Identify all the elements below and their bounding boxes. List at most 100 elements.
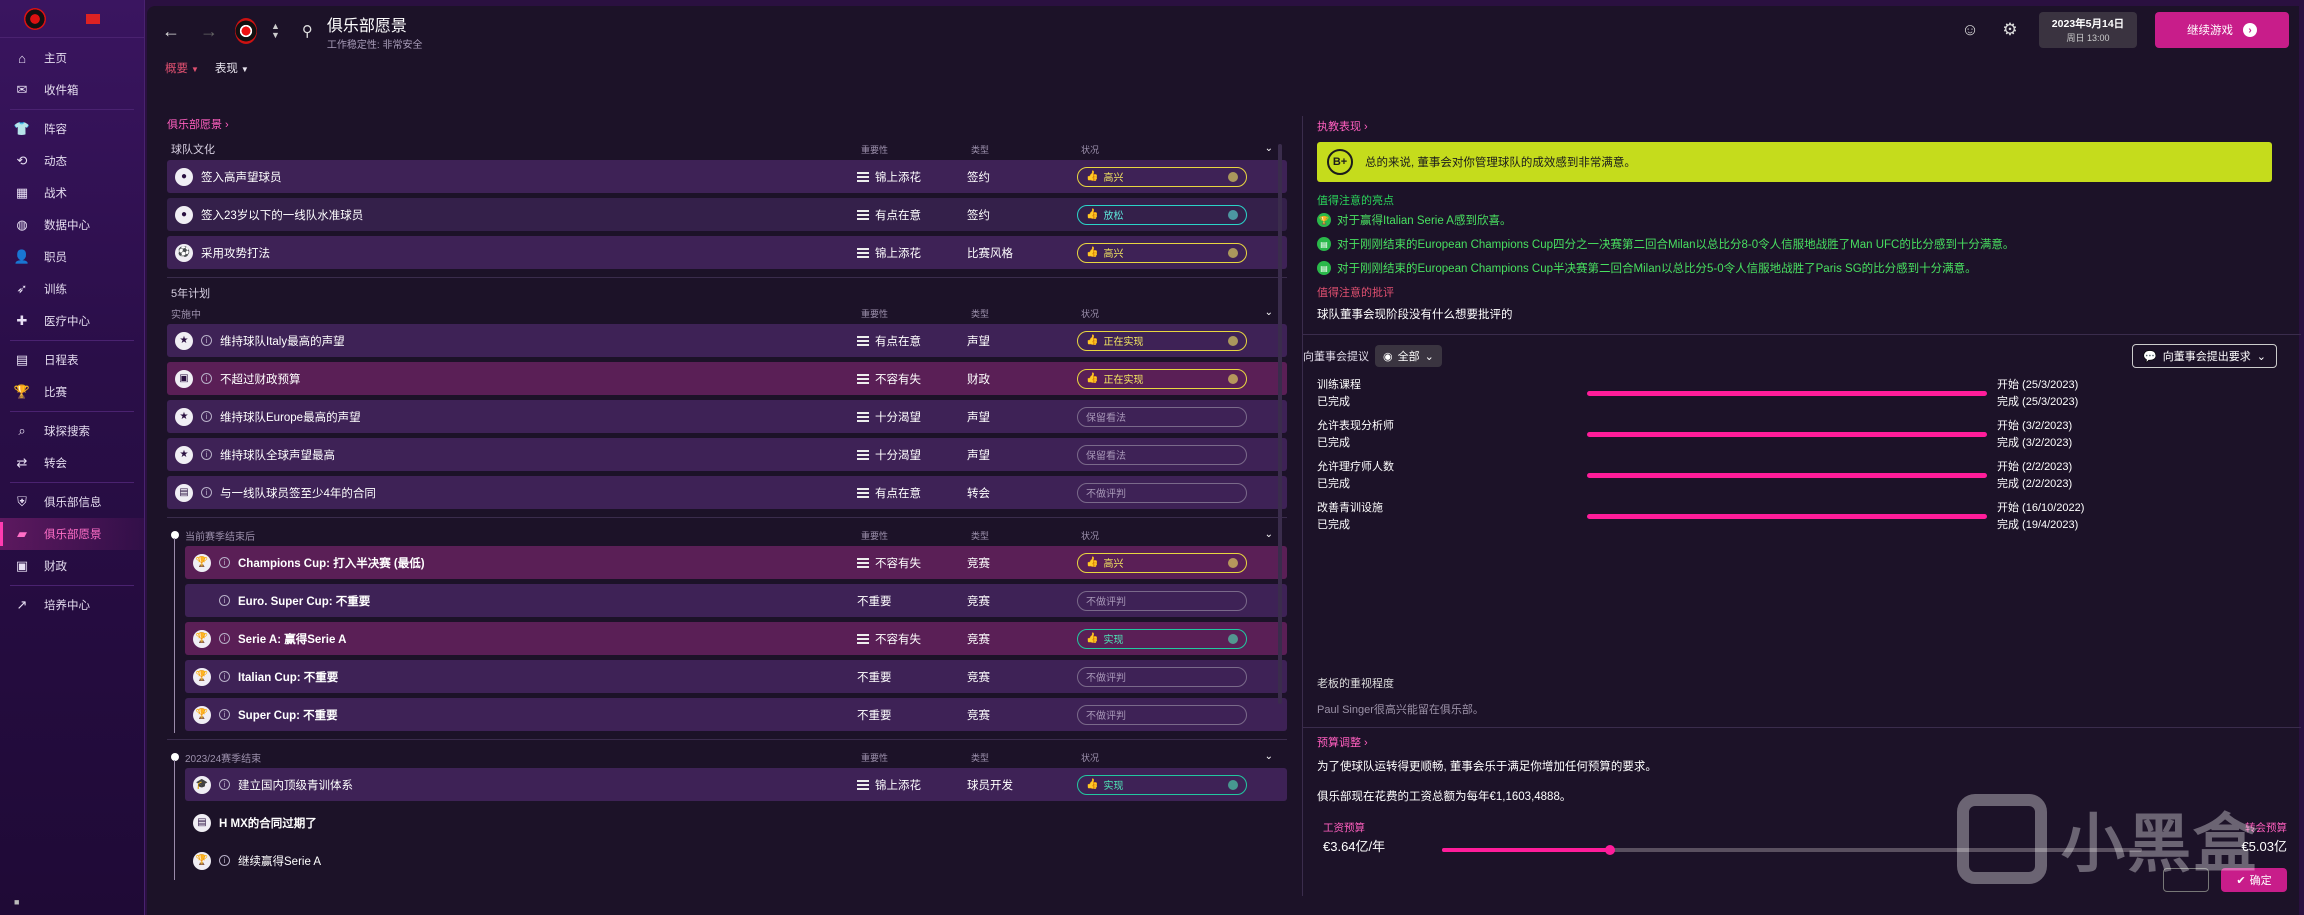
game-date[interactable]: 2023年5月14日 周日 13:00 [2039,12,2137,48]
status-badge[interactable]: 不做评判 [1077,482,1247,503]
club-switch-icon[interactable]: ▲ ▼ [271,21,280,40]
sidebar-item-training[interactable]: ➶ 训练 [0,273,144,305]
competition-row[interactable]: 🏆 i Champions Cup: 打入半决赛 (最低) 不容有失 竞赛 👍 高兴 [185,546,1287,579]
competition-row[interactable]: 🏆 i Serie A: 赢得Serie A 不容有失 竞赛 👍 实现 [185,622,1287,655]
request-row[interactable]: 改善青训设施 已完成 开始 (16/10/2022) 完成 (19/4/2023) [1317,501,2085,531]
trophy-icon: 🏆 [193,629,211,648]
chevron-down-icon: ⌄ [1424,350,1434,363]
plan-row[interactable]: ▤ H MX的合同过期了 [185,806,1287,839]
plan-row[interactable]: 🏆 i 继续赢得Serie A [185,844,1287,877]
importance-icon [857,557,869,568]
sidebar-item-tactics[interactable]: ▦ 战术 [15,185,67,200]
status-badge[interactable]: 👍 放松 [1077,204,1247,225]
sidebar-item-data-hub[interactable]: ◍ 数据中心 [0,209,144,241]
sidebar-item-dynamics[interactable]: ⟲ 动态 [0,145,144,177]
slider-track[interactable] [1442,845,2142,855]
collapse-icon[interactable]: ⌄ [1264,142,1273,154]
transfer-budget-value: €5.03亿 [2241,839,2287,854]
info-icon: i [201,335,212,346]
trophy-icon: 🏆 [193,553,211,572]
plan-row[interactable]: 🎓 i 建立国内顶级青训体系 锦上添花 球员开发 👍 实现 [185,768,1287,801]
sidebar-item-development[interactable]: ↗ 培养中心 [0,589,144,621]
club-badge-icon[interactable] [235,18,257,44]
back-arrow-icon[interactable]: ← [162,20,180,41]
scrollbar[interactable] [1278,144,1282,704]
club-crest-icon[interactable] [24,7,46,30]
performance-link[interactable]: 执教表现 › [1317,121,1368,133]
status-badge[interactable]: 保留看法 [1077,406,1247,427]
request-row[interactable]: 训练课程 已完成 开始 (25/3/2023) 完成 (25/3/2023) [1317,378,2079,408]
sidebar-item-schedule[interactable]: ▤ 日程表 [15,352,79,367]
sidebar-top [0,0,144,38]
request-row[interactable]: 允许表现分析师 已完成 开始 (3/2/2023) 完成 (3/2/2023) [1317,419,2073,449]
status-badge[interactable]: 不做评判 [1077,666,1247,687]
owner-title: 老板的重视程度 [1317,678,1394,690]
status-badge[interactable]: 👍 实现 [1077,774,1247,795]
continue-button[interactable]: 继续游戏 › [2155,12,2289,48]
criticism-text: 球队董事会现阶段没有什么想要批评的 [1317,309,1513,321]
plan-row[interactable]: ▤ i 与一线队球员签至少4年的合同 有点在意 转会 不做评判 [167,476,1287,509]
job-security: 工作稳定性: 非常安全 [326,39,423,51]
status-badge[interactable]: 👍 正在实现 [1077,330,1247,351]
plan-row[interactable]: ★ i 维持球队全球声望最高 十分渴望 声望 保留看法 [167,438,1287,471]
club-vision-link[interactable]: 俱乐部愿景 › [167,119,229,131]
culture-row[interactable]: ⚽ 采用攻势打法 锦上添花 比赛风格 👍 高兴 [167,236,1287,269]
status-badge[interactable]: 不做评判 [1077,590,1247,611]
status-badge[interactable]: 👍 高兴 [1077,166,1247,187]
culture-row[interactable]: ● 签入高声望球员 锦上添花 签约 👍 高兴 [167,160,1287,193]
timeline-dot [171,531,179,539]
plan-row[interactable]: ★ i 维持球队Italy最高的声望 有点在意 声望 👍 正在实现 [167,324,1287,357]
budget-adjust-link[interactable]: 预算调整 › [1317,737,1368,749]
manager-profile-icon[interactable]: ☺ [1961,20,1979,39]
sidebar-item-home[interactable]: ⌂ 主页 [0,42,144,74]
sidebar-bottom-icon[interactable]: ■ [14,897,20,907]
board-panel: 执教表现 › B+ 总的来说, 董事会对你管理球队的成效感到非常满意。 值得注意… [1302,116,2301,896]
highlight-item: 🏆 对于赢得Italian Serie A感到欣喜。 [1317,208,2287,232]
reset-button[interactable] [2163,868,2209,892]
forward-arrow-icon[interactable]: → [200,20,218,41]
sidebar-item-transfers[interactable]: ⇄ 转会 [0,447,144,479]
budget-text: 为了使球队运转得更顺畅, 董事会乐于满足你增加任何预算的要求。 [1317,761,1657,773]
sidebar-item-finances[interactable]: ▣ 财政 [15,558,67,573]
confirm-button[interactable]: ✔ 确定 [2221,868,2287,892]
collapse-icon[interactable]: ⌄ [1264,306,1273,318]
tab-overview[interactable]: 概要 ▼ [165,63,199,75]
status-badge[interactable]: 不做评判 [1077,704,1247,725]
sidebar-item-staff[interactable]: 👤 职员 [13,249,67,264]
sidebar-item-inbox[interactable]: ✉ 收件箱 [0,74,144,106]
plan-row[interactable]: ★ i 维持球队Europe最高的声望 十分渴望 声望 保留看法 [167,400,1287,433]
trophy-icon: 🏆 [193,667,211,686]
search-icon[interactable]: ⚲ [301,23,313,40]
sidebar-item-squad[interactable]: 👕 阵容 [13,121,67,136]
request-filter-dropdown[interactable]: ◉ 全部 ⌄ [1375,345,1442,367]
sidebar-item-scouting[interactable]: ⌕ 球探搜索 [0,415,144,447]
board-evaluation: B+ 总的来说, 董事会对你管理球队的成效感到非常满意。 [1317,142,2272,182]
status-badge[interactable]: 👍 正在实现 [1077,368,1247,389]
competition-row[interactable]: i Euro. Super Cup: 不重要 不重要 竞赛 不做评判 [185,584,1287,617]
status-badge[interactable]: 👍 高兴 [1077,242,1247,263]
tab-performance[interactable]: 表现 ▼ [214,63,249,75]
status-badge[interactable]: 👍 高兴 [1077,552,1247,573]
sidebar-item-club-vision[interactable]: ▰ 俱乐部愿景 [0,518,144,550]
slider-handle[interactable] [1605,845,1615,855]
sidebar-item-medical[interactable]: ✚ 医疗中心 [0,305,144,337]
status-badge[interactable]: 👍 实现 [1077,628,1247,649]
status-badge[interactable]: 保留看法 [1077,444,1247,465]
club-info-icon: ⛨ [17,494,27,509]
sidebar-item-club-info[interactable]: ⛨ 俱乐部信息 [0,486,144,518]
competition-row[interactable]: 🏆 i Super Cup: 不重要 不重要 竞赛 不做评判 [185,698,1287,731]
request-row[interactable]: 允许理疗师人数 已完成 开始 (2/2/2023) 完成 (2/2/2023) [1317,460,2073,490]
competition-row[interactable]: 🏆 i Italian Cup: 不重要 不重要 竞赛 不做评判 [185,660,1287,693]
culture-row[interactable]: ● 签入23岁以下的一线队水准球员 有点在意 签约 👍 放松 [167,198,1287,231]
collapse-icon[interactable]: ⌄ [1264,750,1273,762]
plan-row[interactable]: ▣ i 不超过财政预算 不容有失 财政 👍 正在实现 [167,362,1287,395]
collapse-icon[interactable]: ⌄ [1264,528,1273,540]
watermark-logo-icon [1957,794,2047,884]
info-icon: i [219,595,230,606]
gear-icon[interactable]: ⚙ [2002,20,2018,39]
home-icon: ⌂ [18,50,26,66]
sidebar-item-competitions[interactable]: 🏆 比赛 [13,384,67,399]
trophy-icon [193,592,211,610]
continue-arrow-icon: › [2243,23,2257,37]
make-request-button[interactable]: 💬 向董事会提出要求 ⌄ [2132,344,2277,368]
